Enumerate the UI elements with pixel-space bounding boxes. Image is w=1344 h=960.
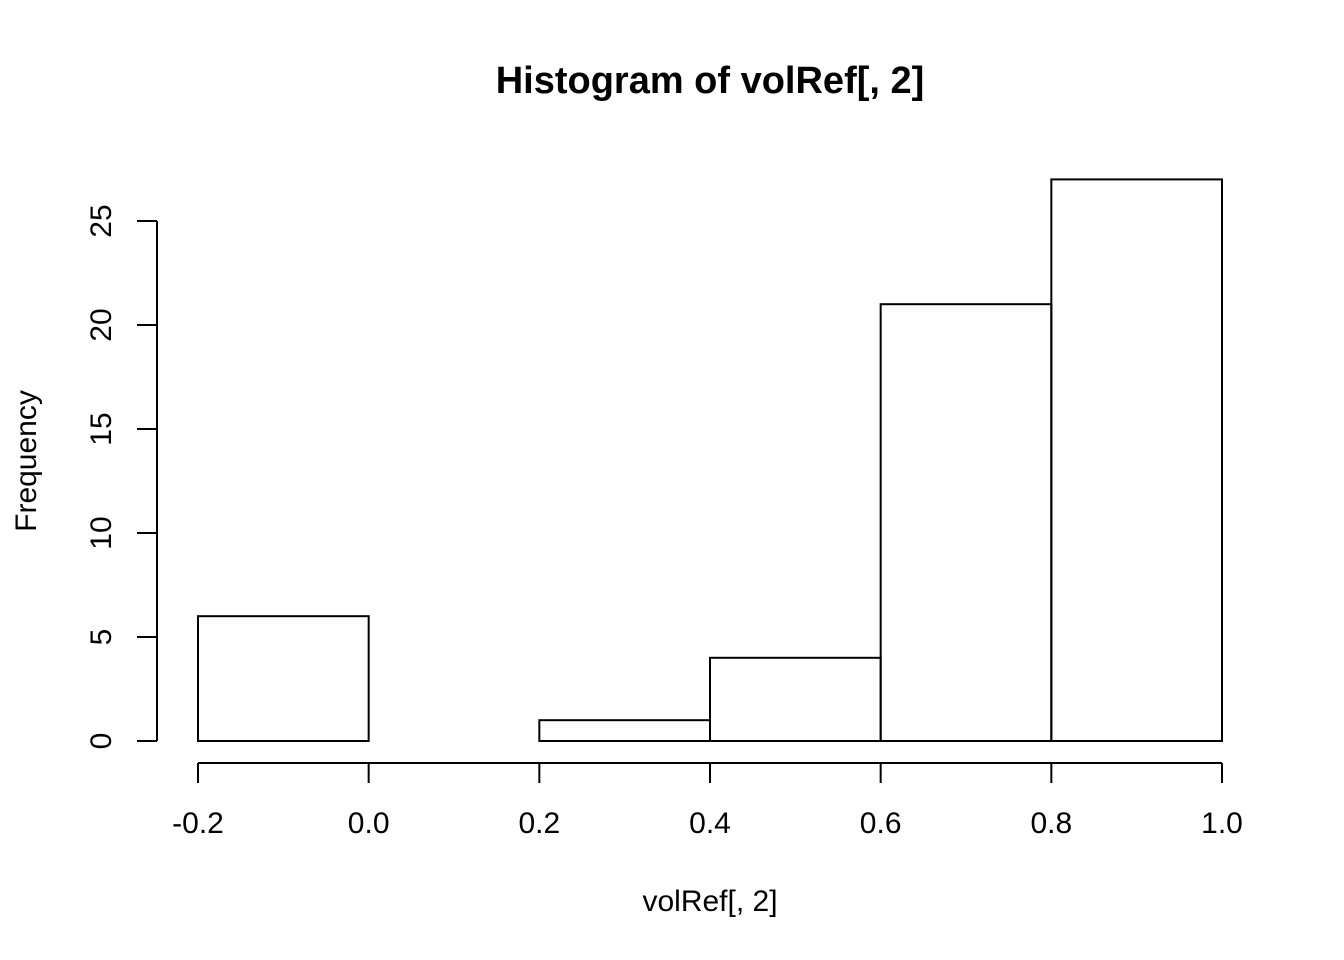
histogram-bar bbox=[879, 303, 1053, 742]
y-tick-label: 20 bbox=[85, 308, 118, 341]
x-axis: -0.2 0.0 0.2 0.4 0.6 0.8 1.0 bbox=[172, 762, 1243, 840]
x-tick-label: 0.0 bbox=[348, 807, 390, 840]
y-tick-label: 25 bbox=[85, 204, 118, 237]
histogram-bars bbox=[197, 178, 1224, 743]
y-tick-label: 5 bbox=[85, 629, 118, 646]
x-axis-label: volRef[, 2] bbox=[642, 885, 777, 918]
x-tick-label: 0.6 bbox=[860, 807, 902, 840]
x-tick-label: 0.2 bbox=[518, 807, 560, 840]
y-tick-label: 10 bbox=[85, 516, 118, 549]
histogram-bar bbox=[709, 656, 882, 742]
histogram-bar bbox=[1050, 178, 1224, 742]
y-tick-label: 15 bbox=[85, 412, 118, 445]
histogram-bar bbox=[538, 719, 711, 743]
chart-title: Histogram of volRef[, 2] bbox=[496, 60, 925, 102]
x-tick-label: 1.0 bbox=[1201, 807, 1243, 840]
y-axis: 0 5 10 15 20 25 bbox=[85, 204, 158, 750]
x-tick-label: -0.2 bbox=[172, 807, 224, 840]
y-axis-label: Frequency bbox=[10, 390, 43, 532]
x-tick-label: 0.8 bbox=[1030, 807, 1072, 840]
x-tick-label: 0.4 bbox=[689, 807, 731, 840]
y-tick-label: 0 bbox=[85, 733, 118, 750]
histogram-bar bbox=[197, 615, 370, 743]
